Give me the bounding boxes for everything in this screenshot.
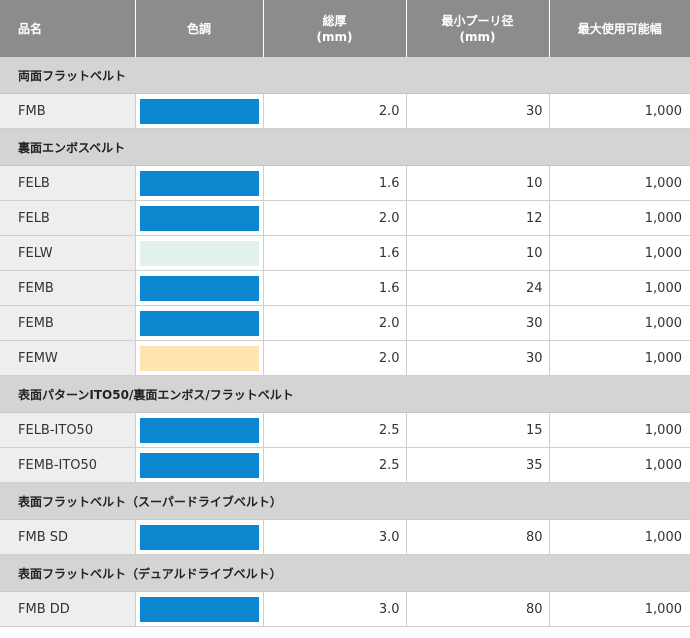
max-width-cell: 1,000: [549, 340, 690, 376]
color-cell: [135, 165, 264, 201]
thickness-cell: 1.6: [263, 270, 407, 306]
color-cell: [135, 270, 264, 306]
color-cell: [135, 305, 264, 341]
color-swatch: [139, 240, 259, 266]
table-row: FEMB 2.0 30 1,000: [0, 305, 690, 341]
product-name-cell: FEMW: [0, 340, 136, 376]
product-name-cell: FEMB: [0, 270, 136, 306]
color-cell: [135, 591, 264, 627]
header-min-pulley: 最小プーリ径 (mm): [406, 0, 550, 57]
min-pulley-cell: 15: [406, 412, 550, 448]
thickness-cell: 2.0: [263, 305, 407, 341]
color-swatch: [139, 98, 259, 124]
header-color: 色調: [135, 0, 264, 57]
min-pulley-cell: 80: [406, 519, 550, 555]
table-body: 両面フラットベルト FMB 2.0 30 1,000 裏面エンボスベルト FELB 1.6 10…: [0, 57, 690, 627]
min-pulley-cell: 30: [406, 93, 550, 129]
table-row: FEMB-ITO50 2.5 35 1,000: [0, 447, 690, 483]
thickness-cell: 1.6: [263, 165, 407, 201]
product-name-cell: FELB: [0, 165, 136, 201]
color-cell: [135, 93, 264, 129]
color-swatch: [139, 417, 259, 443]
table-row: FMB DD 3.0 80 1,000: [0, 591, 690, 627]
max-width-cell: 1,000: [549, 447, 690, 483]
header-min-pulley-unit: (mm): [459, 29, 496, 44]
thickness-cell: 2.0: [263, 200, 407, 236]
header-thickness-unit: (mm): [316, 29, 353, 44]
table-header-row: 品名 色調 総厚 (mm) 最小プーリ径 (mm) 最大使用可能幅: [0, 0, 690, 57]
color-swatch: [139, 345, 259, 371]
section-header-row: 表面フラットベルト（スーパードライブベルト）: [0, 482, 690, 520]
min-pulley-cell: 30: [406, 340, 550, 376]
color-cell: [135, 412, 264, 448]
section-title: 表面フラットベルト（スーパードライブベルト）: [0, 482, 690, 520]
product-name-cell: FEMB-ITO50: [0, 447, 136, 483]
product-name-cell: FELB: [0, 200, 136, 236]
section-header-row: 裏面エンボスベルト: [0, 128, 690, 166]
min-pulley-cell: 24: [406, 270, 550, 306]
color-swatch: [139, 310, 259, 336]
min-pulley-cell: 10: [406, 165, 550, 201]
color-swatch: [139, 596, 259, 622]
min-pulley-cell: 10: [406, 235, 550, 271]
thickness-cell: 2.0: [263, 340, 407, 376]
max-width-cell: 1,000: [549, 165, 690, 201]
color-swatch: [139, 205, 259, 231]
table-row: FMB 2.0 30 1,000: [0, 93, 690, 129]
section-header-row: 両面フラットベルト: [0, 57, 690, 94]
color-swatch: [139, 170, 259, 196]
header-max-width: 最大使用可能幅: [549, 0, 690, 57]
max-width-cell: 1,000: [549, 305, 690, 341]
color-cell: [135, 519, 264, 555]
max-width-cell: 1,000: [549, 235, 690, 271]
product-name-cell: FMB SD: [0, 519, 136, 555]
color-cell: [135, 447, 264, 483]
min-pulley-cell: 12: [406, 200, 550, 236]
min-pulley-cell: 80: [406, 591, 550, 627]
color-cell: [135, 340, 264, 376]
header-min-pulley-label: 最小プーリ径: [441, 13, 514, 28]
max-width-cell: 1,000: [549, 93, 690, 129]
table-row: FMB SD 3.0 80 1,000: [0, 519, 690, 555]
color-swatch: [139, 275, 259, 301]
table-row: FELB-ITO50 2.5 15 1,000: [0, 412, 690, 448]
table-row: FEMW 2.0 30 1,000: [0, 340, 690, 376]
section-title: 表面パターンITO50/裏面エンボス/フラットベルト: [0, 375, 690, 413]
section-header-row: 表面パターンITO50/裏面エンボス/フラットベルト: [0, 375, 690, 413]
product-name-cell: FMB: [0, 93, 136, 129]
thickness-cell: 2.5: [263, 412, 407, 448]
min-pulley-cell: 30: [406, 305, 550, 341]
color-cell: [135, 200, 264, 236]
header-thickness-label: 総厚: [322, 13, 347, 28]
min-pulley-cell: 35: [406, 447, 550, 483]
max-width-cell: 1,000: [549, 591, 690, 627]
thickness-cell: 2.0: [263, 93, 407, 129]
table-row: FEMB 1.6 24 1,000: [0, 270, 690, 306]
max-width-cell: 1,000: [549, 412, 690, 448]
thickness-cell: 1.6: [263, 235, 407, 271]
table-row: FELW 1.6 10 1,000: [0, 235, 690, 271]
thickness-cell: 3.0: [263, 519, 407, 555]
header-thickness: 総厚 (mm): [263, 0, 407, 57]
table-row: FELB 1.6 10 1,000: [0, 165, 690, 201]
section-header-row: 表面フラットベルト（デュアルドライブベルト）: [0, 554, 690, 592]
max-width-cell: 1,000: [549, 270, 690, 306]
section-title: 両面フラットベルト: [0, 57, 690, 94]
color-cell: [135, 235, 264, 271]
section-title: 表面フラットベルト（デュアルドライブベルト）: [0, 554, 690, 592]
section-title: 裏面エンボスベルト: [0, 128, 690, 166]
product-name-cell: FELW: [0, 235, 136, 271]
max-width-cell: 1,000: [549, 200, 690, 236]
product-name-cell: FEMB: [0, 305, 136, 341]
thickness-cell: 2.5: [263, 447, 407, 483]
color-swatch: [139, 452, 259, 478]
header-product-name: 品名: [0, 0, 136, 57]
table-row: FELB 2.0 12 1,000: [0, 200, 690, 236]
max-width-cell: 1,000: [549, 519, 690, 555]
color-swatch: [139, 524, 259, 550]
thickness-cell: 3.0: [263, 591, 407, 627]
product-name-cell: FELB-ITO50: [0, 412, 136, 448]
product-name-cell: FMB DD: [0, 591, 136, 627]
